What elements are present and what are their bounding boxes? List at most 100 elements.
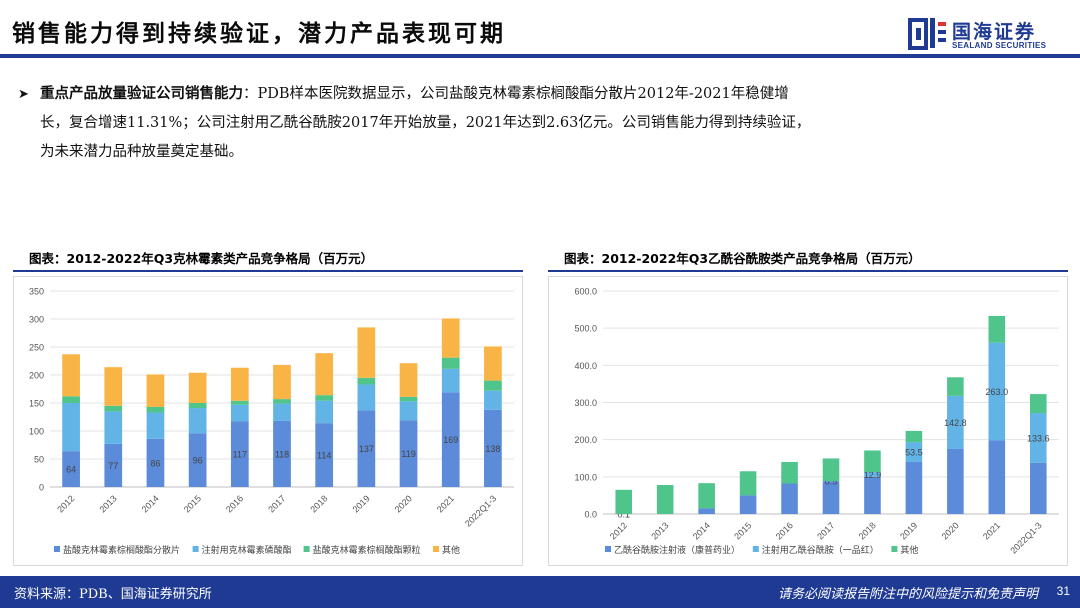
- bar-segment: [399, 401, 418, 421]
- y-tick-label: 400.0: [574, 361, 597, 371]
- legend-swatch: [303, 546, 310, 552]
- x-tick-label: 2012: [608, 520, 629, 541]
- bar-segment: [399, 396, 418, 402]
- right-chart-title: 图表：2012-2022年Q3乙酰谷酰胺类产品竞争格局（百万元）: [564, 251, 921, 266]
- bar-segment: [315, 353, 334, 396]
- bar-segment: [188, 372, 207, 403]
- data-label: 0.5: [825, 477, 838, 487]
- data-source: 资料来源：PDB、国海证券研究所: [14, 587, 212, 602]
- bar-segment: [146, 438, 165, 487]
- data-label: 169: [443, 435, 458, 445]
- legend-label: 盐酸克林霉素棕榈酸酯颗粒: [313, 544, 421, 556]
- x-tick-label: 2013: [97, 493, 118, 514]
- legend-label: 盐酸克林霉素棕榈酸酯分散片: [63, 544, 180, 556]
- bar-segment: [739, 495, 757, 514]
- legend-swatch: [54, 546, 60, 552]
- data-label: 96: [193, 456, 203, 466]
- data-label: 64: [66, 465, 76, 475]
- bar-segment: [104, 411, 123, 444]
- header: 销售能力得到持续验证，潜力产品表现可期 国海证券 SEALAND SECURIT…: [0, 0, 1080, 62]
- legend-label: 乙酰谷酰胺注射液（康普药业）: [614, 544, 740, 556]
- x-tick-label: 2016: [774, 520, 795, 541]
- x-tick-label: 2019: [351, 493, 372, 514]
- bar-segment: [947, 377, 964, 396]
- acetylglutamine-stacked-bar-chart: 0.0 100.0 200.0 300.0 400.0 500.0 600.0 0.12012…: [574, 287, 1059, 556]
- x-tick-label: 2012: [55, 493, 76, 514]
- x-tick-label: 2021: [435, 493, 456, 514]
- data-label: 133.6: [1027, 433, 1050, 443]
- bar-segment: [62, 396, 80, 403]
- sealand-logo-icon: [908, 18, 946, 50]
- bar-segment: [188, 433, 207, 487]
- y-tick-label: 50: [34, 455, 44, 465]
- x-tick-label: 2017: [266, 493, 287, 514]
- bar-segment: [357, 410, 376, 487]
- data-label: 142.8: [944, 418, 967, 428]
- bar-segment: [781, 461, 798, 484]
- bar-segment: [146, 374, 165, 407]
- legend-label: 其他: [900, 544, 918, 556]
- page-title: 销售能力得到持续验证，潜力产品表现可期: [12, 21, 506, 47]
- data-label: 0.1: [617, 509, 630, 519]
- bar-segment: [864, 472, 881, 477]
- title-divider: [0, 54, 1080, 58]
- x-tick-label: 2018: [857, 520, 878, 541]
- bar-segment: [739, 471, 757, 496]
- x-tick-label: 2015: [732, 520, 753, 541]
- y-tick-label: 150: [29, 399, 44, 409]
- data-label: 77: [108, 461, 118, 471]
- logo-chinese-text: 国海证券: [952, 21, 1037, 43]
- bar-segment: [399, 420, 418, 487]
- bar-segment: [1029, 462, 1047, 514]
- data-label: 12.9: [864, 470, 882, 480]
- y-tick-label: 500.0: [574, 324, 597, 334]
- bar-segment: [656, 485, 674, 514]
- data-label: 53.5: [905, 448, 923, 458]
- legend-label: 其他: [442, 544, 460, 556]
- bar-segment: [357, 384, 376, 411]
- x-tick-label: 2022Q1-3: [1008, 520, 1043, 555]
- y-tick-label: 300: [29, 315, 44, 325]
- bar-segment: [230, 367, 249, 401]
- bar-segment: [484, 346, 502, 381]
- bar-segment: [905, 442, 923, 462]
- bar-segment: [230, 400, 249, 405]
- bar-segment: [62, 403, 80, 452]
- bar-segment: [698, 483, 715, 509]
- key-point-text-3: 为未来潜力品种放量奠定基础。: [40, 144, 243, 160]
- y-tick-label: 200.0: [574, 435, 597, 445]
- y-tick-label: 300.0: [574, 398, 597, 408]
- bar-segment: [104, 405, 123, 412]
- key-point-paragraph: ➤ 重点产品放量验证公司销售能力：PDB样本医院数据显示，公司盐酸克林霉素棕榈酸酯…: [18, 80, 1058, 167]
- x-tick-label: 2017: [815, 520, 836, 541]
- data-label: 117: [233, 450, 247, 460]
- key-point-line-1: ➤ 重点产品放量验证公司销售能力：PDB样本医院数据显示，公司盐酸克林霉素棕榈酸酯…: [18, 80, 1058, 109]
- y-tick-label: 600.0: [574, 287, 597, 297]
- bar-segment: [62, 451, 80, 487]
- page-number: 31: [1056, 584, 1070, 598]
- bar-segment: [188, 403, 207, 409]
- bar-segment: [698, 508, 715, 514]
- bar-segment: [905, 430, 923, 443]
- x-tick-label: 2020: [940, 520, 961, 541]
- y-tick-label: 250: [29, 343, 44, 353]
- bar-segment: [357, 327, 376, 378]
- key-point-heading: 重点产品放量验证公司销售能力: [40, 86, 243, 102]
- footer: 资料来源：PDB、国海证券研究所 请务必阅读报告附注中的风险提示和免责声明 31: [0, 576, 1080, 608]
- bar-segment: [905, 461, 923, 514]
- legend-swatch: [605, 546, 611, 552]
- key-point-text-2: 长，复合增速11.31%；公司注射用乙酰谷酰胺2017年开始放量，2021年达到…: [40, 115, 811, 131]
- x-tick-label: 2014: [140, 493, 161, 514]
- bar-segment: [988, 315, 1006, 343]
- bar-segment: [822, 481, 840, 514]
- bar-segment: [399, 363, 418, 397]
- left-chart-title: 图表：2012-2022年Q3克林霉素类产品竞争格局（百万元）: [29, 251, 374, 266]
- right-chart-header-rule: [548, 270, 1068, 272]
- bar-segment: [357, 377, 376, 385]
- bar-segment: [947, 448, 964, 514]
- data-label: 86: [150, 458, 160, 468]
- bar-segment: [441, 368, 460, 393]
- bar-segment: [441, 318, 460, 358]
- legend-swatch: [891, 546, 898, 552]
- data-label: 137: [359, 444, 374, 454]
